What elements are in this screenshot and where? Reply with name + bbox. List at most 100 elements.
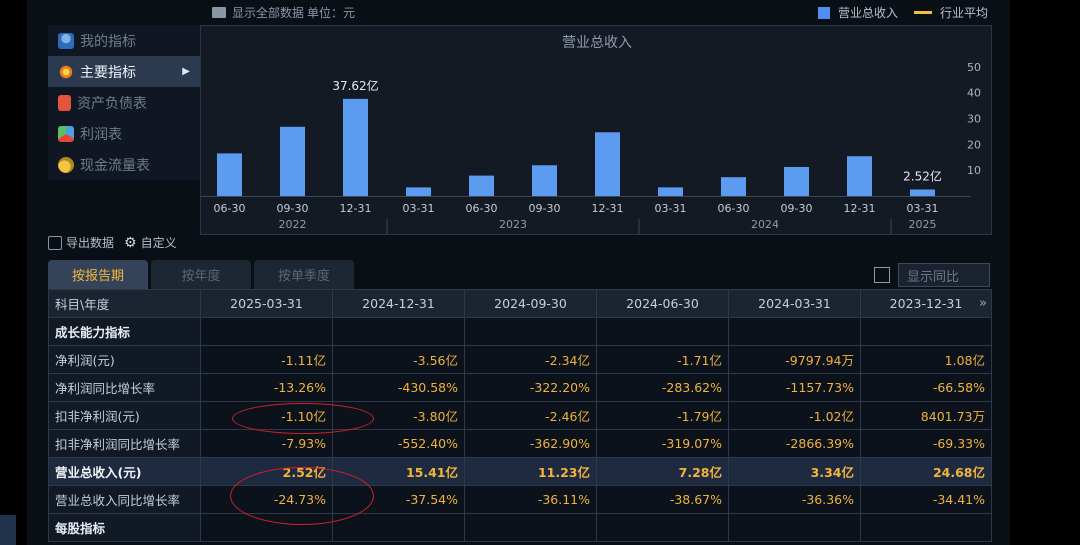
table-cell: 3.34亿 bbox=[728, 457, 861, 486]
cubes-icon bbox=[58, 125, 74, 142]
column-header[interactable]: 2024-09-30 bbox=[464, 289, 597, 318]
table-row[interactable]: 营业总收入同比增长率 -24.73% -37.54% -36.11% -38.67% -3… bbox=[48, 485, 992, 514]
sidebar-item-main-indicators[interactable]: 主要指标 ▶ bbox=[48, 56, 200, 87]
row-label: 成长能力指标 bbox=[48, 317, 201, 346]
yoy-checkbox[interactable] bbox=[874, 267, 890, 283]
table-row[interactable]: 净利润同比增长率 -13.26% -430.58% -322.20% -283.62% -… bbox=[48, 373, 992, 402]
column-header[interactable]: 2023-12-31 » bbox=[860, 289, 992, 318]
show-all-data-toggle[interactable]: 显示全部数据 bbox=[212, 4, 304, 21]
table-cell: -3.56亿 bbox=[332, 345, 465, 374]
unit-label: 单位：元 bbox=[307, 6, 356, 20]
sidebar-item-label: 我的指标 bbox=[80, 33, 136, 50]
tab-by-quarter[interactable]: 按单季度 bbox=[254, 260, 354, 289]
export-label: 导出数据 bbox=[66, 236, 115, 250]
export-data-button[interactable]: 导出数据 bbox=[48, 234, 114, 251]
star-icon bbox=[58, 63, 74, 80]
tab-by-report-period[interactable]: 按报告期 bbox=[48, 260, 148, 289]
column-header-label: 2023-12-31 bbox=[889, 296, 963, 311]
table-cell bbox=[464, 317, 597, 346]
table-tools: 导出数据 ⚙ 自定义 bbox=[48, 234, 177, 251]
revenue-chart: 营业总收入 10 20 30 40 50 06-30 09-30 12-31 37.62亿 03-… bbox=[200, 25, 992, 235]
table-cell: -1157.73% bbox=[728, 373, 861, 402]
chart-bar bbox=[847, 156, 872, 196]
table-row[interactable]: 扣非净利润(元) -1.10亿 -3.80亿 -2.46亿 -1.79亿 -1.02亿 84… bbox=[48, 401, 992, 430]
table-cell: -2866.39% bbox=[728, 429, 861, 458]
table-cell: 2.52亿 bbox=[200, 457, 333, 486]
x-tick-label: 09-30 bbox=[781, 202, 813, 215]
legend-bar-swatch bbox=[817, 6, 830, 19]
table-cell: 24.68亿 bbox=[860, 457, 992, 486]
show-yoy-button[interactable]: 显示同比 bbox=[898, 263, 990, 287]
table-cell: -66.58% bbox=[860, 373, 992, 402]
x-tick-label: 12-31 bbox=[592, 202, 624, 215]
chart-canvas: 10 20 30 40 50 06-30 09-30 12-31 37.62亿 03-31 06-3… bbox=[201, 61, 981, 234]
table-row[interactable]: 扣非净利润同比增长率 -7.93% -552.40% -362.90% -319.07%… bbox=[48, 429, 992, 458]
x-tick-label: 09-30 bbox=[529, 202, 561, 215]
y-tick-label: 40 bbox=[967, 87, 981, 100]
table-cell: -69.33% bbox=[860, 429, 992, 458]
gear-icon: ⚙ bbox=[124, 234, 137, 251]
table-cell: -322.20% bbox=[464, 373, 597, 402]
y-tick-label: 10 bbox=[967, 164, 981, 177]
sidebar-item-balance-sheet[interactable]: 资产负债表 bbox=[48, 87, 200, 118]
y-tick-label: 20 bbox=[967, 138, 981, 151]
tab-by-year[interactable]: 按年度 bbox=[151, 260, 251, 289]
legend-revenue: 营业总收入 bbox=[837, 6, 898, 20]
document-icon bbox=[58, 94, 71, 111]
year-group-label: 2025 bbox=[909, 218, 937, 231]
sidebar-item-my-indicators[interactable]: 我的指标 bbox=[48, 25, 200, 56]
chart-bar bbox=[658, 187, 683, 196]
chart-bar bbox=[532, 165, 557, 196]
row-label: 扣非净利润同比增长率 bbox=[48, 429, 201, 458]
x-tick-label: 06-30 bbox=[214, 202, 246, 215]
table-cell: -1.10亿 bbox=[200, 401, 333, 430]
x-tick-label: 12-31 bbox=[844, 202, 876, 215]
sidebar-item-cash-flow[interactable]: 现金流量表 bbox=[48, 149, 200, 180]
row-label: 净利润同比增长率 bbox=[48, 373, 201, 402]
table-cell: -2.46亿 bbox=[464, 401, 597, 430]
table-cell: -1.71亿 bbox=[596, 345, 729, 374]
column-header[interactable]: 2024-12-31 bbox=[332, 289, 465, 318]
table-cell bbox=[332, 317, 465, 346]
double-chevron-right-icon[interactable]: » bbox=[979, 296, 987, 311]
table-cell: -1.79亿 bbox=[596, 401, 729, 430]
customize-label: 自定义 bbox=[140, 236, 177, 250]
coins-icon bbox=[58, 156, 74, 173]
table-cell bbox=[332, 513, 465, 542]
table-row[interactable]: 净利润(元) -1.11亿 -3.56亿 -2.34亿 -1.71亿 -9797.94万 1… bbox=[48, 345, 992, 374]
table-cell: -3.80亿 bbox=[332, 401, 465, 430]
sidebar-item-income-statement[interactable]: 利润表 bbox=[48, 118, 200, 149]
sidebar-item-label: 现金流量表 bbox=[80, 157, 150, 174]
table-cell: -34.41% bbox=[860, 485, 992, 514]
row-label: 扣非净利润(元) bbox=[48, 401, 201, 430]
table-cell: -38.67% bbox=[596, 485, 729, 514]
chart-bar bbox=[595, 132, 620, 196]
table-cell bbox=[596, 513, 729, 542]
column-header[interactable]: 2024-06-30 bbox=[596, 289, 729, 318]
yoy-control: 显示同比 bbox=[874, 263, 990, 287]
table-cell: 15.41亿 bbox=[332, 457, 465, 486]
period-tabs: 按报告期 按年度 按单季度 bbox=[48, 260, 354, 289]
table-cell bbox=[728, 513, 861, 542]
x-tick-label: 06-30 bbox=[466, 202, 498, 215]
table-cell: -9797.94万 bbox=[728, 345, 861, 374]
column-header[interactable]: 2024-03-31 bbox=[728, 289, 861, 318]
table-cell: -2.34亿 bbox=[464, 345, 597, 374]
user-icon bbox=[58, 32, 74, 49]
chart-bar bbox=[469, 175, 494, 196]
data-label: 37.62亿 bbox=[332, 78, 378, 93]
table-row[interactable]: 营业总收入(元) 2.52亿 15.41亿 11.23亿 7.28亿 3.34亿 24.68… bbox=[48, 457, 992, 486]
chart-bar bbox=[406, 187, 431, 196]
table-cell: -1.02亿 bbox=[728, 401, 861, 430]
table-cell: -1.11亿 bbox=[200, 345, 333, 374]
table-cell: -36.11% bbox=[464, 485, 597, 514]
table-row[interactable]: 成长能力指标 bbox=[48, 317, 992, 346]
monitor-icon bbox=[212, 7, 226, 18]
table-cell: -362.90% bbox=[464, 429, 597, 458]
column-header[interactable]: 2025-03-31 bbox=[200, 289, 333, 318]
top-toolbar: 显示全部数据 单位：元 营业总收入 行业平均 bbox=[27, 0, 1010, 24]
customize-button[interactable]: ⚙ 自定义 bbox=[124, 234, 177, 251]
chart-bar bbox=[910, 189, 935, 196]
table-row[interactable]: 每股指标 bbox=[48, 513, 992, 542]
table-cell bbox=[200, 513, 333, 542]
